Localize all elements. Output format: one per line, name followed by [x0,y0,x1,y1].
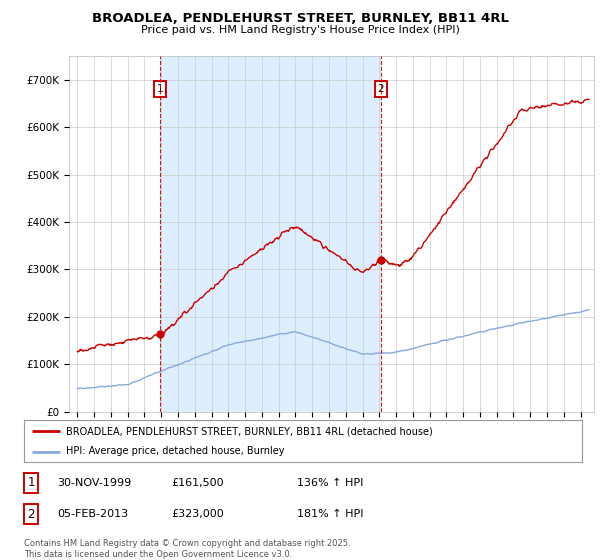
Text: 2: 2 [377,84,384,94]
Text: 136% ↑ HPI: 136% ↑ HPI [297,478,364,488]
Text: 30-NOV-1999: 30-NOV-1999 [57,478,131,488]
Text: £323,000: £323,000 [171,509,224,519]
Text: 2: 2 [28,507,35,521]
Bar [160,56,381,412]
Text: BROADLEA, PENDLEHURST STREET, BURNLEY, BB11 4RL: BROADLEA, PENDLEHURST STREET, BURNLEY, B… [91,12,509,25]
Text: Price paid vs. HM Land Registry's House Price Index (HPI): Price paid vs. HM Land Registry's House … [140,25,460,35]
Text: HPI: Average price, detached house, Burnley: HPI: Average price, detached house, Burn… [66,446,284,456]
Text: 1: 1 [157,84,163,94]
Text: £161,500: £161,500 [171,478,224,488]
Text: 1: 1 [28,476,35,489]
Text: 181% ↑ HPI: 181% ↑ HPI [297,509,364,519]
Text: 05-FEB-2013: 05-FEB-2013 [57,509,128,519]
Text: BROADLEA, PENDLEHURST STREET, BURNLEY, BB11 4RL (detached house): BROADLEA, PENDLEHURST STREET, BURNLEY, B… [66,426,433,436]
Text: Contains HM Land Registry data © Crown copyright and database right 2025.
This d: Contains HM Land Registry data © Crown c… [24,539,350,559]
